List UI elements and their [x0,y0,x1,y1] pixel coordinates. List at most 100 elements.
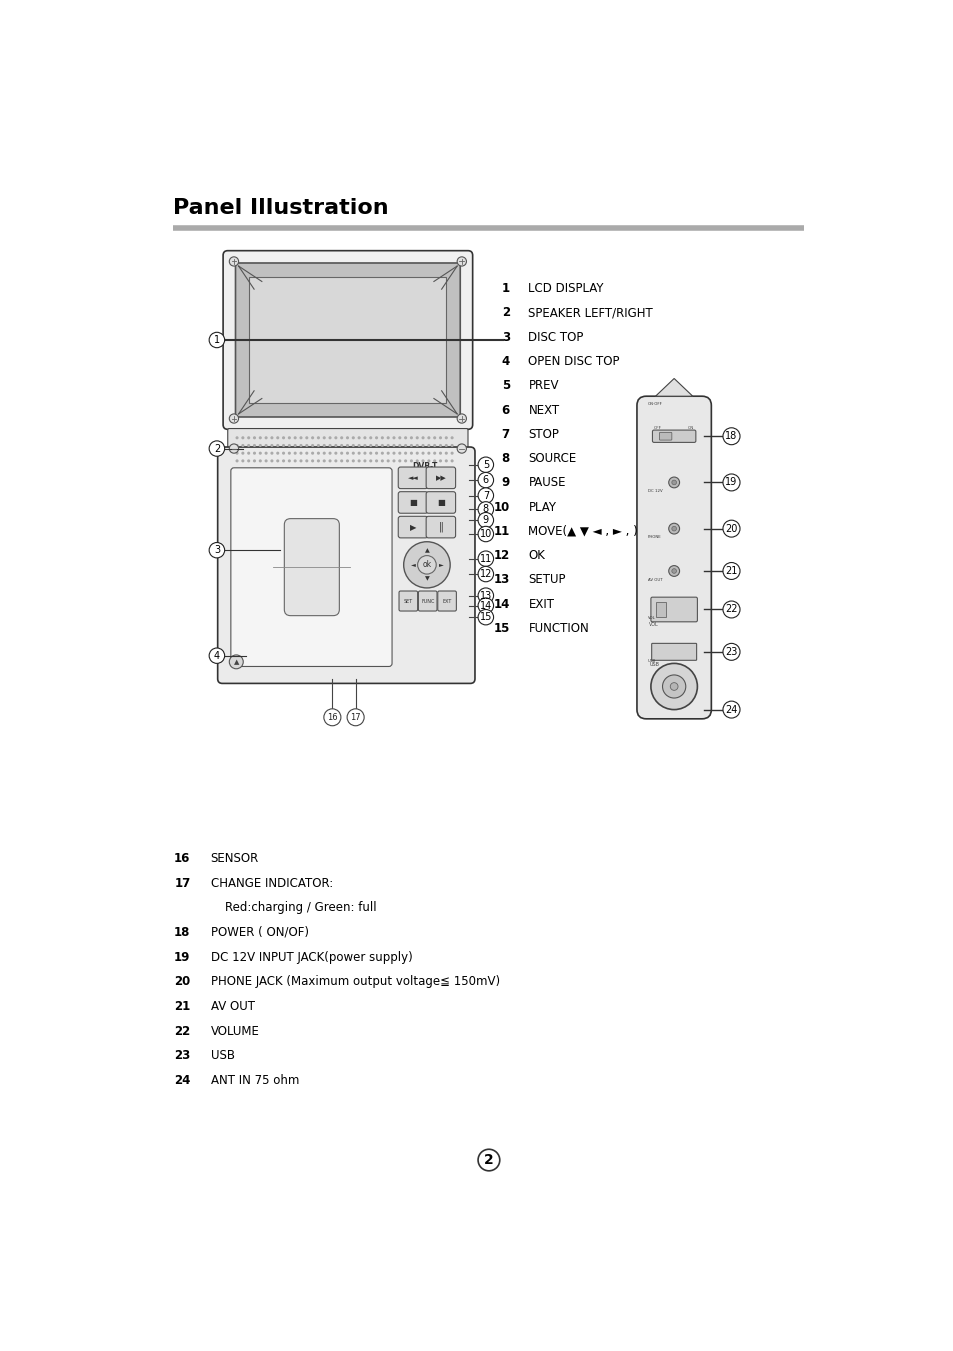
Circle shape [477,501,493,517]
Circle shape [421,444,424,447]
Text: 22: 22 [724,604,737,615]
Circle shape [438,459,441,462]
Circle shape [410,436,413,439]
Text: Panel Illustration: Panel Illustration [173,199,389,219]
Circle shape [397,444,401,447]
Circle shape [386,436,390,439]
Text: ok: ok [422,561,431,569]
Circle shape [421,436,424,439]
Text: 20: 20 [174,975,191,988]
Circle shape [427,444,430,447]
Text: DC 12V: DC 12V [647,489,661,493]
Circle shape [427,459,430,462]
Circle shape [456,413,466,423]
Text: 10: 10 [493,500,509,513]
Text: USB: USB [647,659,655,662]
Circle shape [352,444,355,447]
Circle shape [668,477,679,488]
FancyBboxPatch shape [652,430,695,442]
Text: OK: OK [528,549,545,562]
Circle shape [276,444,279,447]
Circle shape [477,598,493,613]
Text: PREV: PREV [528,380,558,392]
Text: AV OUT: AV OUT [211,1000,254,1013]
Text: SPEAKER LEFT/RIGHT: SPEAKER LEFT/RIGHT [528,307,653,319]
FancyBboxPatch shape [398,590,417,611]
FancyBboxPatch shape [651,643,696,661]
Circle shape [421,451,424,455]
Circle shape [722,474,740,490]
Circle shape [397,459,401,462]
Text: VOLUME: VOLUME [211,1024,259,1038]
Circle shape [386,451,390,455]
Circle shape [235,436,238,439]
Circle shape [258,459,261,462]
Text: 1: 1 [213,335,220,345]
Circle shape [247,459,250,462]
Circle shape [363,459,366,462]
Circle shape [386,459,390,462]
Circle shape [311,436,314,439]
Text: 9: 9 [482,515,488,526]
FancyBboxPatch shape [284,519,339,616]
Circle shape [438,451,441,455]
Circle shape [416,436,418,439]
Circle shape [352,451,355,455]
Circle shape [416,451,418,455]
Text: AV OUT: AV OUT [647,578,661,582]
Text: ▲: ▲ [424,549,429,554]
Circle shape [264,459,268,462]
Circle shape [241,451,244,455]
Circle shape [253,444,255,447]
Circle shape [340,444,343,447]
Text: Lenco: Lenco [335,470,360,480]
Circle shape [722,643,740,661]
Circle shape [671,527,676,531]
Circle shape [450,436,454,439]
Circle shape [299,436,302,439]
Circle shape [288,459,291,462]
Text: Red:charging / Green: full: Red:charging / Green: full [224,901,375,915]
Text: 8: 8 [482,504,488,515]
Text: SENSOR: SENSOR [211,852,258,865]
Circle shape [397,451,401,455]
Circle shape [209,543,224,558]
Circle shape [444,444,447,447]
Circle shape [671,480,676,485]
Text: 16: 16 [174,852,191,865]
Circle shape [282,436,285,439]
Text: 24: 24 [174,1074,191,1086]
Text: USB: USB [649,662,659,666]
Circle shape [650,663,697,709]
Circle shape [433,451,436,455]
FancyBboxPatch shape [426,492,456,513]
Text: 12: 12 [479,569,492,580]
FancyBboxPatch shape [637,396,711,719]
Circle shape [340,451,343,455]
Circle shape [380,436,383,439]
Circle shape [380,459,383,462]
Circle shape [410,444,413,447]
Circle shape [305,444,308,447]
Circle shape [404,451,407,455]
Text: FUNC: FUNC [420,598,434,604]
Circle shape [444,451,447,455]
Circle shape [421,459,424,462]
Text: 10: 10 [479,530,492,539]
FancyBboxPatch shape [235,263,459,417]
Text: CHANGE INDICATOR:: CHANGE INDICATOR: [211,877,333,890]
Text: ◄: ◄ [410,562,415,567]
Circle shape [477,527,493,542]
FancyBboxPatch shape [231,467,392,666]
Circle shape [241,436,244,439]
Circle shape [322,451,325,455]
Circle shape [375,436,377,439]
FancyBboxPatch shape [659,432,671,440]
Text: 11: 11 [493,524,509,538]
Circle shape [369,459,372,462]
Circle shape [241,459,244,462]
Text: EXT: EXT [442,598,452,604]
Text: VOL: VOL [649,623,659,627]
Circle shape [229,655,243,669]
Text: 19: 19 [174,951,191,963]
